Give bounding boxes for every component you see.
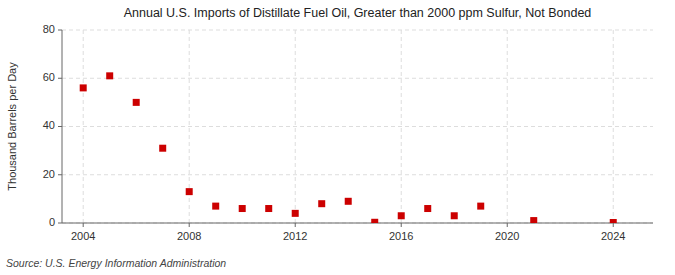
- point: [292, 210, 299, 217]
- x-tick: [295, 223, 296, 227]
- title: Annual U.S. Imports of Distillate Fuel O…: [124, 6, 592, 20]
- y-tick-label: 80: [43, 23, 55, 35]
- grid-line-x: [295, 30, 296, 223]
- x-tick: [401, 223, 402, 227]
- y-tick-label: 20: [43, 168, 55, 180]
- point: [159, 145, 166, 152]
- grid-line-y: [62, 174, 653, 175]
- point: [265, 205, 272, 212]
- grid-line-y: [62, 30, 653, 31]
- x-tick-label: 2016: [389, 230, 413, 242]
- points: [80, 72, 617, 223]
- point: [80, 84, 87, 91]
- y-tick-label: 60: [43, 71, 55, 83]
- grid: [62, 30, 653, 223]
- y-tick: [58, 223, 62, 224]
- x-tick-label: 2020: [495, 230, 519, 242]
- grid-line-y: [62, 223, 653, 224]
- grid-line-y: [62, 126, 653, 127]
- y-tick-label: 0: [49, 216, 55, 228]
- grid-line-x: [613, 30, 614, 223]
- x-tick-label: 2004: [71, 230, 95, 242]
- y-tick: [58, 174, 62, 175]
- point: [318, 200, 325, 207]
- point: [186, 188, 193, 195]
- y-tick: [58, 126, 62, 127]
- x-tick-label: 2012: [283, 230, 307, 242]
- y-tick-label: 40: [43, 119, 55, 131]
- y-axis-label: Thousand Barrels per Day: [6, 62, 18, 191]
- x-tick-label: 2008: [177, 230, 201, 242]
- x-tick-label: 2024: [601, 230, 625, 242]
- point: [133, 99, 140, 106]
- y-tick: [58, 30, 62, 31]
- x-tick: [507, 223, 508, 227]
- point: [212, 203, 219, 210]
- point: [451, 212, 458, 219]
- grid-line-x: [401, 30, 402, 223]
- grid-line-x: [507, 30, 508, 223]
- grid-line-x: [83, 30, 84, 223]
- point: [610, 219, 617, 223]
- point: [530, 217, 537, 223]
- point: [477, 203, 484, 210]
- point: [106, 72, 113, 79]
- point: [371, 219, 378, 223]
- point: [345, 198, 352, 205]
- x-axis-line: [62, 223, 653, 224]
- axes: 0 20 40 60 80 2004 2008 2012 2016 2020 2024: [43, 23, 653, 242]
- chart-container: 0 20 40 60 80 2004 2008 2012 2016 2020 2024 Annual …: [0, 0, 675, 275]
- chart-svg: 0 20 40 60 80 2004 2008 2012 2016 2020 2024 Annual …: [0, 0, 675, 275]
- source: Source: U.S. Energy Information Administ…: [6, 257, 226, 269]
- x-tick: [189, 223, 190, 227]
- x-tick: [83, 223, 84, 227]
- point: [424, 205, 431, 212]
- point: [239, 205, 246, 212]
- grid-line-y: [62, 78, 653, 79]
- point: [398, 212, 405, 219]
- y-tick: [58, 78, 62, 79]
- x-tick: [613, 223, 614, 227]
